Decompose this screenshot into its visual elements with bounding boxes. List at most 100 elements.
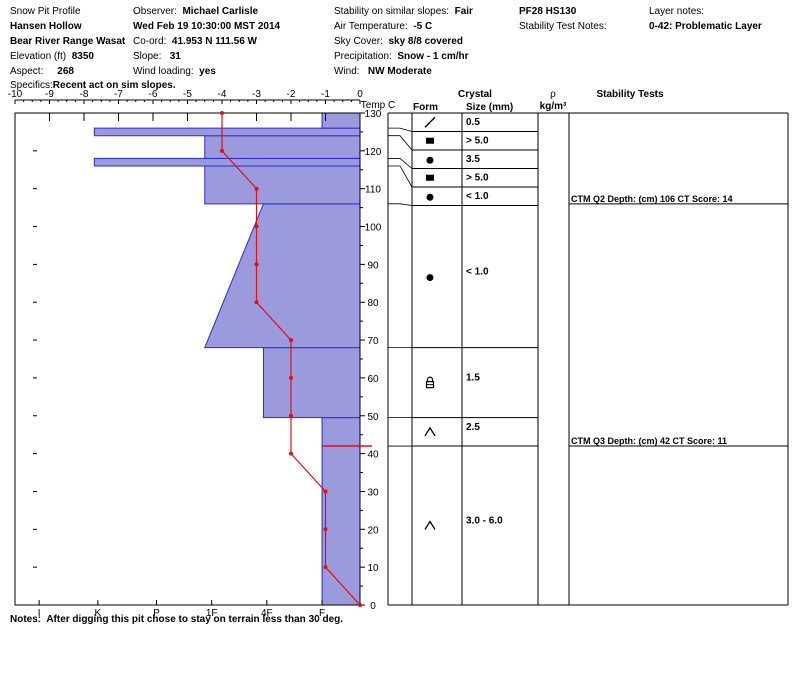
temp-tick-label: -10 [8,89,23,100]
wind-label: Wind: [334,66,360,77]
stability-tests-header: Stability Tests [596,89,663,100]
temp-tick-label: -8 [80,89,89,100]
temp-tick-label: -1 [321,89,330,100]
form-header: Form [413,102,438,113]
hardness-layer-5 [93,157,361,167]
temperature-point [289,375,293,380]
layer-connector [388,158,413,169]
profile-title: Snow Pit Profile [10,6,81,17]
observer: Observer: Michael Carlisle [133,6,258,18]
temp-tick-label: -3 [252,89,261,100]
hardness-layer-2 [262,347,361,419]
size-header: Size (mm) [466,102,513,113]
hardness-layer-6 [204,135,361,159]
depth-tick-label: 60 [367,374,379,385]
stability-test-text: CTM Q3 Depth: (cm) 42 CT Score: 11 [571,436,727,446]
stability-value: Fair [454,6,473,17]
slope-value: 31 [169,51,181,62]
layer-connector [388,127,413,132]
sky-value: sky 8/8 covered [388,36,463,47]
temp-tick-label: -9 [45,89,54,100]
temperature-point [254,300,259,305]
hardness-layer-7 [93,127,361,137]
air-temperature: Air Temperature: -5 C [334,21,432,33]
wind-value: NW Moderate [367,66,432,77]
hardness-label: P [153,608,160,619]
air-temp-label: Air Temperature: [334,21,408,32]
hardness-label: K [94,608,101,619]
temperature-point [254,224,259,229]
precip-label: Precipitation: [334,51,392,62]
layer-size: > 5.0 [466,136,489,147]
layer-size: > 5.0 [466,173,489,184]
hardness-layer-8 [321,112,361,129]
temperature-point [220,111,224,115]
form-dot-icon [426,193,434,201]
hardness-layer-1 [321,417,361,447]
specifics: Specifics:Recent act on sim slopes. [10,80,176,92]
temperature-point [254,262,259,267]
wind-loading: Wind loading: yes [133,66,216,78]
sky-label: Sky Cover: [334,36,383,47]
temperature-point [323,565,328,570]
coord-value: 41.953 N 111.56 W [171,36,257,47]
wind: Wind: NW Moderate [334,66,432,78]
temperature-point [289,451,293,456]
hardness-layer-4 [204,165,361,205]
temp-tick-label: 0 [357,89,363,100]
aspect-label: Aspect: [10,66,44,77]
form-square-icon [426,174,434,181]
layer-notes: 0-42: Problematic Layer [649,21,762,32]
layer-connector [388,203,413,206]
specifics-value: Recent act on sim slopes. [52,80,176,91]
depth-tick-label: 70 [367,336,379,347]
notes-value: After digging this pit chose to stay on … [46,614,344,625]
temperature-point [323,489,328,494]
stability-test-notes-label: Stability Test Notes: [519,21,607,32]
form-caret-icon [424,520,436,530]
form-lock-shackle-icon [426,376,434,382]
layer-size: 3.5 [466,154,480,165]
depth-tick-label: 50 [367,412,379,423]
temperature-point [323,527,328,532]
slope-label: Slope: [133,51,162,62]
wind-loading-label: Wind loading: [133,66,194,77]
air-temp-value: -5 C [413,21,433,32]
crystal-header: Crystal [458,89,492,100]
hardness-layer-0 [321,445,361,606]
elevation: Elevation (ft) 8350 [10,51,94,63]
slope: Slope: 31 [133,51,181,63]
depth-tick-label: 100 [365,223,382,234]
coord: Co-ord: 41.953 N 111.56 W [133,36,257,48]
layer-size: < 1.0 [466,191,489,202]
layer-size: 0.5 [466,117,480,128]
chart-content: -10 -9 -8 -7 -6 -5 -4 -3 -2 -1 0010203040506070809… [8,89,789,619]
elevation-value: 8350 [71,51,94,62]
form-square-icon [426,137,434,144]
temp-tick-label: -6 [149,89,158,100]
pf-hs: PF28 HS130 [519,6,577,17]
hardness-label: I [38,608,41,619]
stability-test-text: CTM Q2 Depth: (cm) 106 CT Score: 14 [571,194,733,204]
stability-label: Stability on similar slopes: [334,6,450,17]
temperature-point [289,413,293,418]
temp-tick-label: -4 [218,89,227,100]
temperature-line [221,113,361,606]
layer-size: 3.0 - 6.0 [466,516,503,527]
depth-tick-label: 120 [365,147,382,158]
precip-value: Snow - 1 cm/hr [397,51,469,62]
form-dot-icon [426,156,434,164]
temp-axis-title: Temp C [361,100,395,111]
observer-label: Observer: [133,6,177,17]
form-caret-icon [424,426,436,437]
depth-tick-label: 40 [367,450,379,461]
temp-tick-label: -7 [114,89,123,100]
layer-size: < 1.0 [466,267,489,278]
location: Hansen Hollow [10,21,82,32]
temp-tick-label: -2 [287,89,296,100]
temperature-point [220,148,224,153]
depth-tick-label: 10 [367,563,379,574]
aspect-value: 268 [57,66,74,77]
layer-size: 2.5 [466,422,480,433]
